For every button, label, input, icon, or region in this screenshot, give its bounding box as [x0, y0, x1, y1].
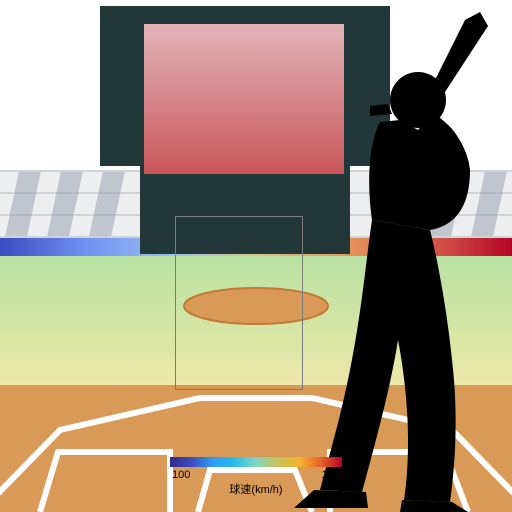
- speed-legend: 100 150 球速(km/h): [170, 457, 342, 497]
- speed-ticks: 100 150: [170, 469, 342, 481]
- speed-tick-max: 150: [322, 469, 340, 481]
- speed-label: 球速(km/h): [170, 481, 342, 497]
- pitch-location-diagram: 100 150 球速(km/h): [0, 0, 512, 512]
- speed-colorbar: [170, 457, 342, 467]
- speed-tick-min: 100: [172, 469, 190, 481]
- batter-silhouette: [0, 0, 512, 512]
